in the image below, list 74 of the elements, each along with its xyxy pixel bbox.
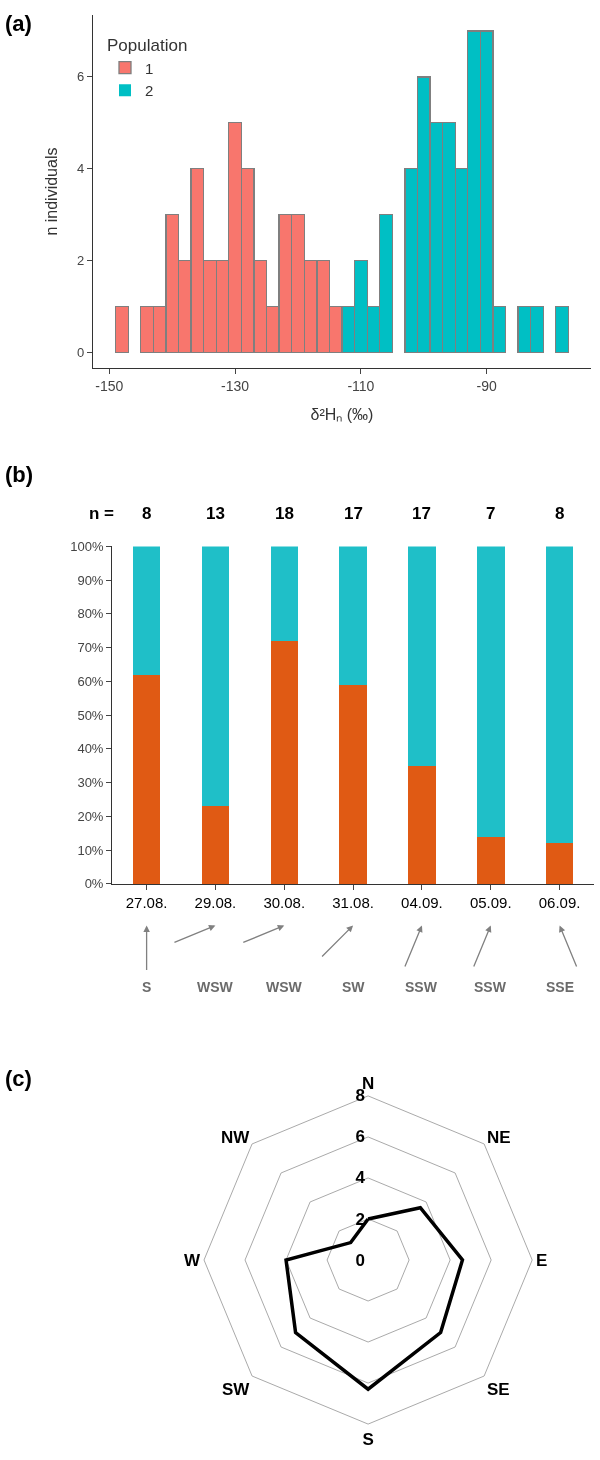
text: SSW — [474, 979, 507, 995]
x-tick-label: -150 — [95, 378, 124, 395]
y-tick-label: 60% — [77, 673, 104, 689]
y-tick-label: 100% — [70, 538, 104, 554]
bar — [201, 546, 230, 807]
bar — [408, 546, 436, 766]
x-tick-label: 04.09. — [401, 894, 443, 912]
text: 8 — [555, 504, 565, 523]
y-tick-label: 90% — [77, 572, 104, 588]
bar — [339, 546, 367, 685]
x-tick-label: 06.09. — [538, 894, 581, 912]
y-tick-label: 4 — [355, 1168, 366, 1188]
text: 18 — [275, 504, 294, 523]
y-tick-label: 20% — [77, 808, 104, 824]
y-tick-label: 0% — [84, 876, 104, 892]
text: SSW — [405, 979, 438, 995]
chart-title: (c) — [5, 1066, 32, 1091]
bar — [545, 843, 574, 884]
bar — [408, 765, 436, 884]
y-tick-label: 10% — [77, 842, 104, 858]
x-axis-title: δ²Hₙ (‰) — [310, 405, 374, 423]
y-tick-label: 30% — [77, 775, 104, 791]
x-tick-label: 30.08. — [263, 894, 306, 912]
y-tick-label: 0 — [77, 344, 85, 360]
x-tick-label: -90 — [476, 378, 497, 395]
y-tick-label: 40% — [77, 741, 104, 757]
bar — [476, 836, 505, 884]
spoke-label: SE — [486, 1380, 510, 1400]
text: S — [142, 979, 152, 995]
x-tick-label: 29.08. — [194, 894, 237, 912]
y-tick-label: 2 — [77, 252, 85, 268]
legend-label: 2 — [145, 82, 154, 100]
legend-title: Population — [107, 36, 188, 56]
text: SSE — [546, 979, 575, 995]
text: 7 — [486, 504, 496, 523]
spoke-label: S — [362, 1429, 374, 1449]
bar — [132, 674, 161, 884]
text: n = — [89, 504, 115, 523]
text: 8 — [142, 504, 152, 523]
spoke-label: W — [184, 1250, 202, 1270]
y-axis-title: n individuals — [42, 147, 60, 236]
text: 13 — [206, 504, 225, 523]
legend-label: 1 — [145, 59, 154, 77]
y-tick-label: 70% — [77, 640, 104, 656]
text: WSW — [197, 979, 234, 995]
text: SW — [342, 979, 366, 995]
text: 17 — [412, 504, 431, 523]
x-tick-label: 05.09. — [469, 894, 512, 912]
y-tick-label: 80% — [77, 606, 104, 622]
bar — [476, 546, 505, 837]
y-tick-label: 0 — [355, 1250, 366, 1270]
chart-title: (a) — [5, 11, 32, 36]
text: 17 — [344, 504, 363, 523]
y-tick-label: 6 — [355, 1127, 366, 1147]
spoke-label: NW — [220, 1128, 251, 1147]
x-tick-label: -130 — [221, 378, 250, 395]
x-tick-label: 31.08. — [332, 894, 374, 912]
y-tick-label: 4 — [77, 161, 85, 177]
y-tick-label: 6 — [77, 69, 85, 85]
bar — [545, 546, 574, 844]
x-tick-label: 27.08. — [125, 894, 168, 912]
bar — [270, 546, 299, 641]
bar — [339, 684, 367, 884]
bar — [270, 640, 299, 884]
y-tick-label: 50% — [77, 707, 104, 723]
spoke-label: NE — [486, 1128, 511, 1147]
x-tick-label: -110 — [347, 378, 375, 395]
bar — [132, 546, 161, 675]
y-tick-label: 2 — [355, 1209, 366, 1229]
spoke-label: SW — [221, 1380, 251, 1400]
bar — [201, 806, 230, 884]
text: WSW — [266, 979, 303, 995]
spoke-label: E — [536, 1250, 548, 1270]
chart-title: (b) — [5, 462, 34, 487]
